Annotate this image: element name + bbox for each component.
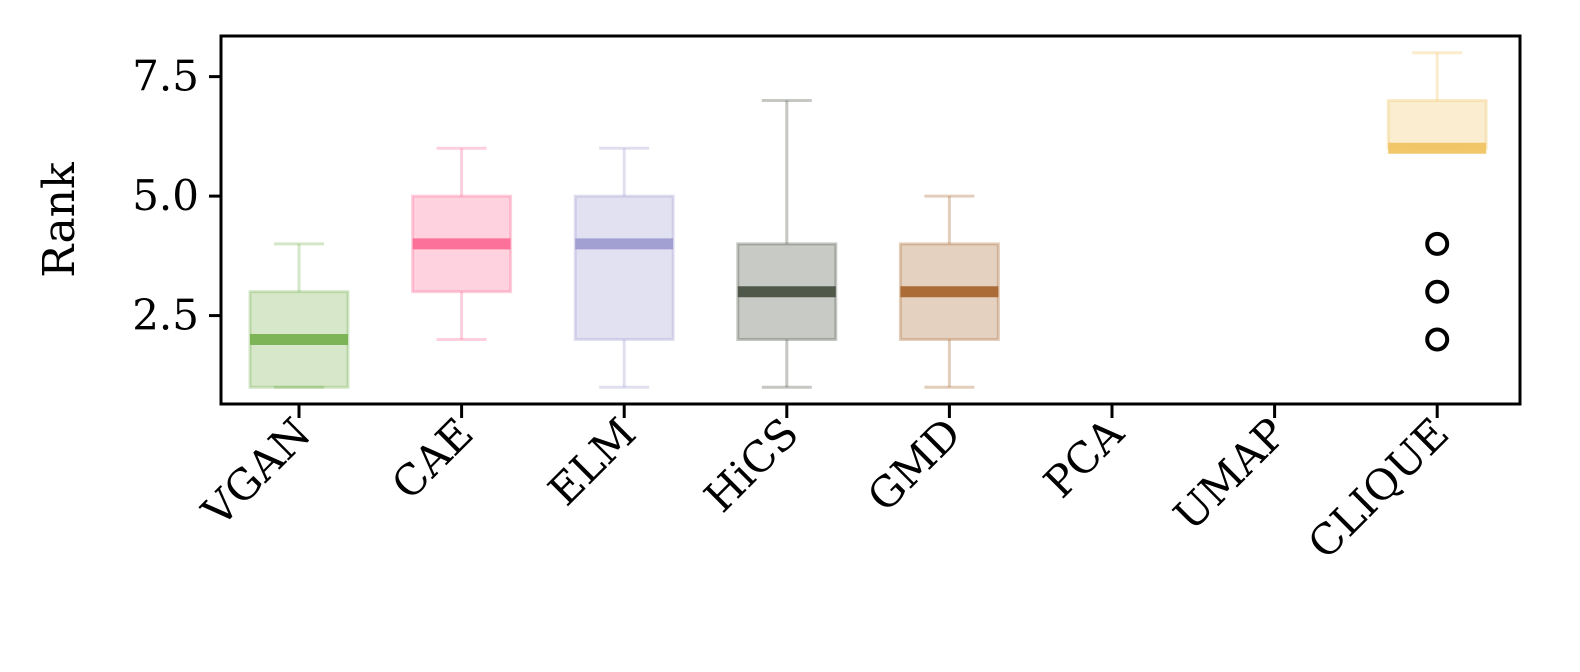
box-clique: [1386, 51, 1488, 154]
outlier-point: [1425, 327, 1450, 352]
y-tick-label: 2.5: [132, 291, 199, 340]
outlier-point: [1425, 279, 1450, 304]
y-axis-title: Rank: [34, 162, 85, 278]
box-body: [573, 194, 675, 341]
plot-frame: [219, 34, 1522, 406]
box-vgan: [248, 242, 350, 389]
y-tick-label: 5.0: [132, 171, 199, 220]
outliers-layer: [1425, 231, 1450, 352]
box-gmd: [898, 194, 1000, 389]
box-body: [1386, 99, 1488, 150]
box-elm: [573, 146, 675, 389]
y-axis: 2.5 5.0 7.5: [132, 52, 221, 340]
y-tick-label: 7.5: [132, 52, 199, 101]
box-hics: [736, 99, 838, 389]
outlier-point: [1425, 231, 1450, 256]
box-cae: [411, 146, 513, 341]
boxes-layer: [248, 51, 1488, 389]
